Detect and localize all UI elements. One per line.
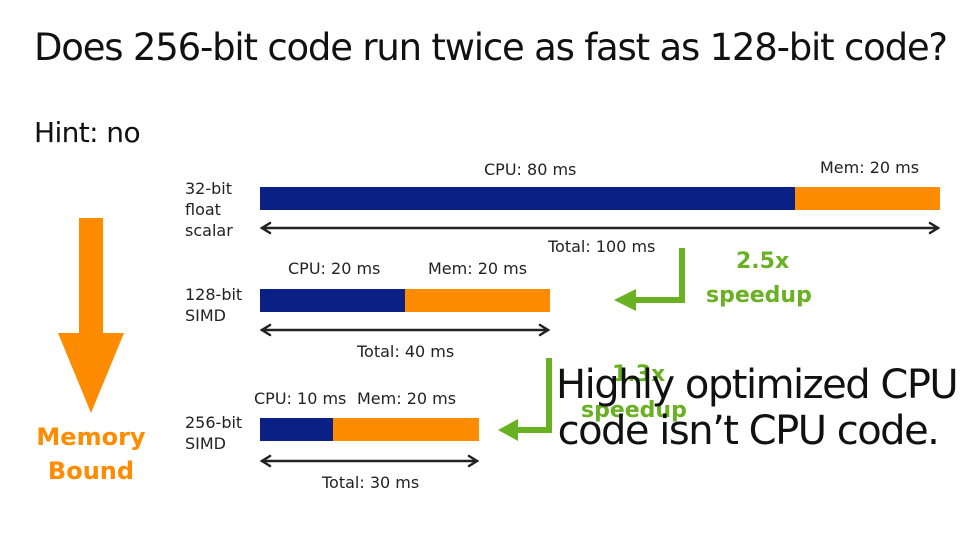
mem-bar-scalar <box>795 187 940 210</box>
cpu-bar-256 <box>260 418 333 441</box>
memory-bound-label: Memory Bound <box>36 423 146 485</box>
speedup-label-2: speedup <box>581 398 687 423</box>
mem-label-128: Mem: 20 ms <box>428 259 528 278</box>
row-label-scalar: 32-bit float scalar <box>185 179 233 240</box>
speedup-label-1: speedup <box>706 283 812 308</box>
mem-bar-128 <box>405 289 550 312</box>
mem-label-scalar: Mem: 20 ms <box>820 158 920 177</box>
row-label-256: 256-bit SIMD <box>185 413 243 453</box>
mem-label-256: Mem: 20 ms <box>357 389 457 408</box>
cpu-label-256: CPU: 10 ms <box>254 389 347 408</box>
total-label-128: Total: 40 ms <box>357 342 455 361</box>
cpu-bar-128 <box>260 289 405 312</box>
total-label-scalar: Total: 100 ms <box>548 237 656 256</box>
cpu-label-128: CPU: 20 ms <box>288 259 381 278</box>
hint-text: Hint: no <box>34 116 141 149</box>
slide-title: Does 256-bit code run twice as fast as 1… <box>34 26 948 69</box>
callout-text: Highly optimized CPU code isn’t CPU code… <box>556 362 959 454</box>
speedup-value-1: 2.5x <box>736 249 790 274</box>
row-label-128: 128-bit SIMD <box>185 285 243 325</box>
speedup-value-2: 1.3x <box>612 362 666 387</box>
cpu-label-scalar: CPU: 80 ms <box>484 160 577 179</box>
cpu-bar-scalar <box>260 187 795 210</box>
mem-bar-256 <box>333 418 479 441</box>
total-label-256: Total: 30 ms <box>322 473 420 492</box>
